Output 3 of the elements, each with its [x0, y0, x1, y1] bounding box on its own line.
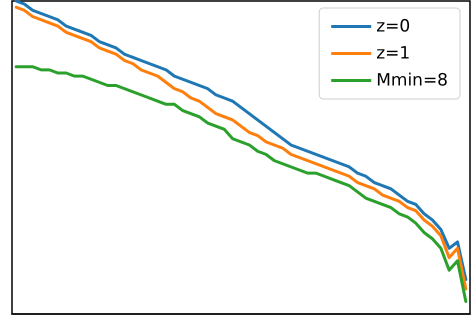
legend-label: z=1	[376, 44, 410, 64]
legend-label: Mmin=8	[376, 70, 448, 90]
legend-label: z=0	[376, 16, 410, 36]
